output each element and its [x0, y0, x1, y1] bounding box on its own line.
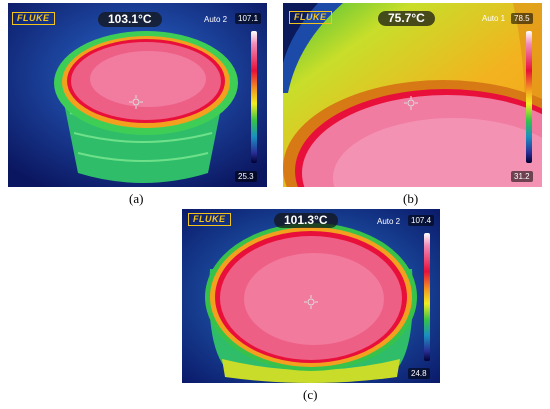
- caption-b: (b): [403, 191, 419, 206]
- thermal-image-a: FLUKE 103.1°C Auto 2 107.1 25.3: [8, 3, 267, 187]
- center-temperature-readout: 101.3°C: [274, 213, 338, 228]
- crosshair-icon-a: [129, 95, 143, 109]
- caption-a: (a): [129, 191, 144, 206]
- color-scale-bar: [424, 233, 430, 361]
- range-mode-label: Auto 2: [204, 15, 228, 24]
- fluke-logo: FLUKE: [289, 11, 332, 24]
- caption-c: (c): [303, 387, 318, 402]
- thermal-scene-c: [182, 209, 440, 383]
- thermal-image-c: FLUKE 101.3°C Auto 2 107.4 24.8: [182, 209, 440, 383]
- color-scale-bar: [526, 31, 532, 163]
- scale-min-value: 24.8: [408, 368, 430, 379]
- crosshair-icon-b: [404, 96, 418, 110]
- fluke-logo: FLUKE: [12, 12, 55, 25]
- thermal-image-b: FLUKE 75.7°C Auto 1 78.5 31.2: [283, 3, 542, 187]
- range-mode-label: Auto 1: [482, 14, 506, 23]
- color-scale-bar: [251, 31, 257, 163]
- scale-max-value: 107.4: [408, 215, 435, 226]
- center-temperature-readout: 75.7°C: [378, 11, 435, 26]
- scale-min-value: 25.3: [235, 171, 257, 182]
- thermal-scene-a: [8, 3, 267, 187]
- scale-max-value: 107.1: [235, 13, 262, 24]
- scale-min-value: 31.2: [511, 171, 533, 182]
- scale-max-value: 78.5: [511, 13, 533, 24]
- fluke-logo: FLUKE: [188, 213, 231, 226]
- range-mode-label: Auto 2: [377, 217, 401, 226]
- thermal-scene-b: [283, 3, 542, 187]
- crosshair-icon-c: [304, 295, 318, 309]
- center-temperature-readout: 103.1°C: [98, 12, 162, 27]
